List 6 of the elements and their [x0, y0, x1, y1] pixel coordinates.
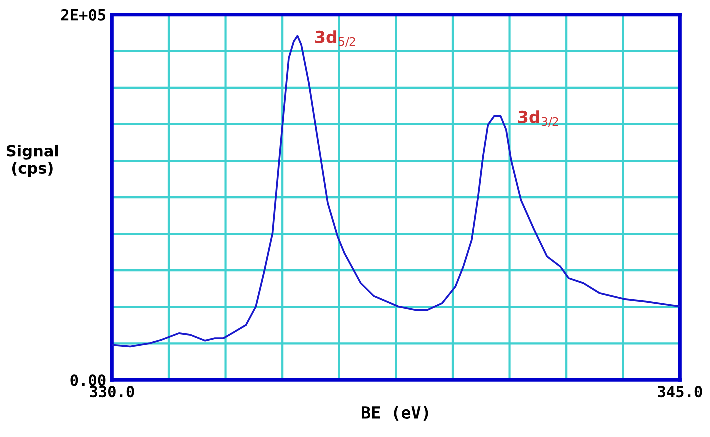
y-tick-label: 2E+05	[61, 9, 106, 21]
y-tick-label: 0.00	[70, 374, 106, 386]
x-tick-label: 330.0	[90, 386, 134, 398]
x-tick-label: 345.0	[658, 386, 702, 398]
y-axis-title: Signal (cps)	[6, 144, 58, 177]
x-axis-title: BE (eV)	[362, 406, 428, 421]
